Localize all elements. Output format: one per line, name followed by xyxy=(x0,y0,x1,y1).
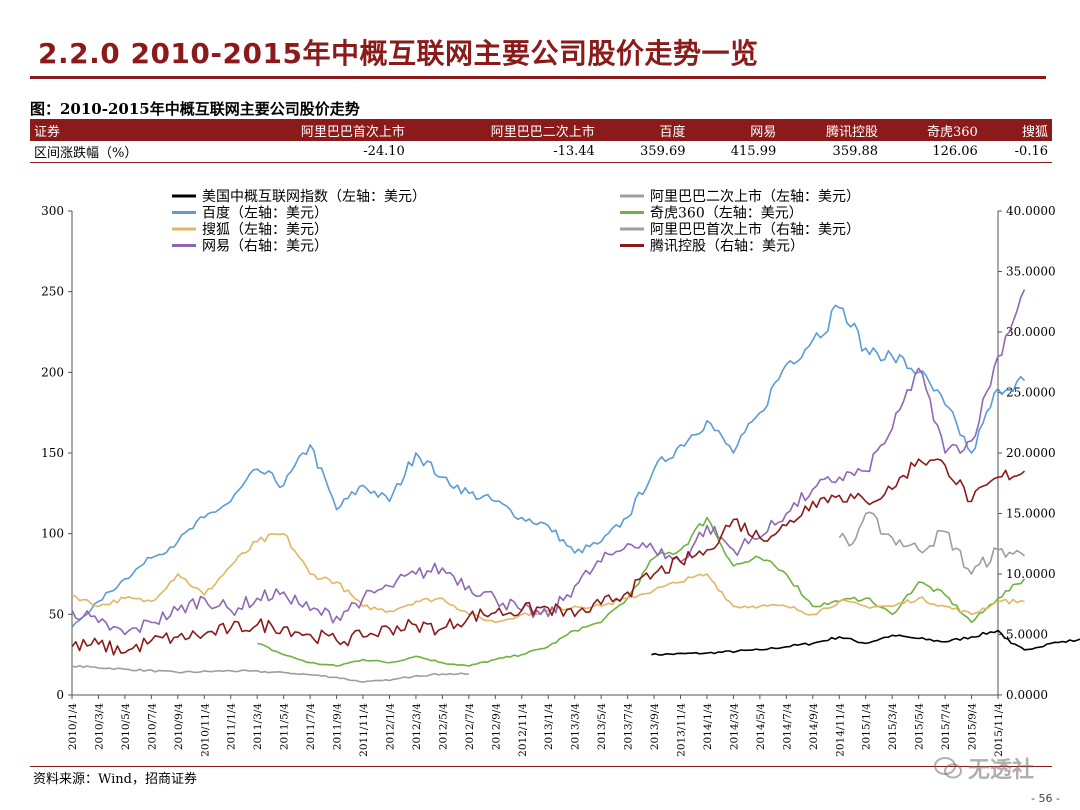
x-tick-label: 2012/7/4 xyxy=(464,703,476,750)
table-header-cell: 阿里巴巴首次上市 xyxy=(218,119,409,141)
y-right-tick-label: 35.0000 xyxy=(1006,265,1056,279)
y-right-tick-label: 20.0000 xyxy=(1006,446,1056,460)
table-cell: 区间涨跌幅（%） xyxy=(30,141,219,163)
y-left-tick-label: 300 xyxy=(41,204,64,218)
legend-label: 搜狐（左轴：美元） xyxy=(202,222,328,238)
slide-title: 2.2.0 2010-2015年中概互联网主要公司股价走势一览 xyxy=(38,37,759,70)
series-line xyxy=(71,532,1025,624)
legend-label: 腾讯控股（右轴：美元） xyxy=(650,238,804,255)
table-header-cell: 百度 xyxy=(598,119,690,141)
x-tick-label: 2015/5/4 xyxy=(914,703,926,750)
x-tick-label: 2014/5/4 xyxy=(755,703,767,750)
table-header-cell: 搜狐 xyxy=(981,119,1052,141)
table-header-cell: 证券 xyxy=(30,119,219,141)
legend-label: 美国中概互联网指数（左轴：美元） xyxy=(202,189,426,205)
x-tick-label: 2015/11/4 xyxy=(993,703,1005,757)
table-header-row: 证券 阿里巴巴首次上市 阿里巴巴二次上市 百度 网易 腾讯控股 奇虎360 搜狐 xyxy=(30,119,1052,141)
legend-label: 阿里巴巴二次上市（左轴：美元） xyxy=(650,188,860,205)
x-tick-label: 2014/9/4 xyxy=(808,703,820,750)
x-tick-label: 2013/7/4 xyxy=(623,703,635,750)
legend-label: 阿里巴巴首次上市（右轴：美元） xyxy=(650,221,860,238)
table-cell: -24.10 xyxy=(218,141,409,163)
x-tick-label: 2011/7/4 xyxy=(305,703,317,750)
table-header-cell: 阿里巴巴二次上市 xyxy=(408,119,599,141)
source-divider xyxy=(30,766,1052,767)
legend-label: 百度（左轴：美元） xyxy=(202,206,328,222)
table-cell: -0.16 xyxy=(981,141,1052,163)
legend-label: 奇虎360（左轴：美元） xyxy=(650,205,803,222)
x-tick-label: 2010/1/4 xyxy=(67,703,79,750)
watermark-text: 无透社 xyxy=(968,758,1035,783)
x-tick-label: 2011/11/4 xyxy=(358,703,370,757)
table-cell: 126.06 xyxy=(882,141,982,163)
x-tick-label: 2014/3/4 xyxy=(728,703,740,750)
y-left-tick-label: 50 xyxy=(49,607,64,621)
y-left-tick-label: 150 xyxy=(41,446,64,460)
x-tick-label: 2013/3/4 xyxy=(570,703,582,750)
y-right-tick-label: 10.0000 xyxy=(1006,567,1056,581)
x-tick-label: 2012/9/4 xyxy=(490,703,502,750)
x-tick-label: 2014/7/4 xyxy=(781,703,793,750)
figure-caption: 图：2010-2015年中概互联网主要公司股价走势 xyxy=(30,100,360,118)
y-right-tick-label: 40.0000 xyxy=(1006,204,1056,218)
y-right-tick-label: 0.0000 xyxy=(1006,688,1048,702)
x-tick-label: 2010/3/4 xyxy=(93,703,105,750)
y-left-tick-label: 250 xyxy=(41,285,64,299)
y-right-tick-label: 5.0000 xyxy=(1006,628,1048,642)
series-line xyxy=(838,511,1026,575)
source-note: 资料来源：Wind，招商证券 xyxy=(33,772,197,787)
y-right-tick-label: 25.0000 xyxy=(1006,386,1056,400)
x-tick-label: 2012/3/4 xyxy=(411,703,423,750)
series-line xyxy=(71,664,469,683)
table-cell: 359.88 xyxy=(780,141,883,163)
x-tick-label: 2010/9/4 xyxy=(173,703,185,750)
x-tick-label: 2010/11/4 xyxy=(199,703,211,757)
x-tick-label: 2011/3/4 xyxy=(252,703,264,750)
x-tick-label: 2011/9/4 xyxy=(332,703,344,750)
x-tick-label: 2011/1/4 xyxy=(226,703,238,750)
x-tick-label: 2013/11/4 xyxy=(676,703,688,757)
x-tick-label: 2010/5/4 xyxy=(120,703,132,750)
wechat-icon xyxy=(934,757,962,779)
table-row: 区间涨跌幅（%） -24.10 -13.44 359.69 415.99 359… xyxy=(30,141,1052,163)
x-tick-label: 2013/5/4 xyxy=(596,703,608,750)
x-tick-label: 2015/7/4 xyxy=(940,703,952,750)
y-left-tick-label: 200 xyxy=(41,365,64,379)
y-left-tick-label: 100 xyxy=(41,527,64,541)
series-line xyxy=(71,289,1026,636)
page-number: - 56 - xyxy=(1031,792,1060,805)
series-line xyxy=(651,629,1080,656)
performance-table: 证券 阿里巴巴首次上市 阿里巴巴二次上市 百度 网易 腾讯控股 奇虎360 搜狐… xyxy=(30,119,1052,163)
x-tick-label: 2013/1/4 xyxy=(543,703,555,750)
title-divider xyxy=(30,76,1046,79)
series-line xyxy=(71,458,1026,656)
y-right-tick-label: 30.0000 xyxy=(1006,325,1056,339)
table-header-cell: 腾讯控股 xyxy=(780,119,883,141)
table-header-cell: 奇虎360 xyxy=(882,119,982,141)
table-cell: -13.44 xyxy=(408,141,599,163)
x-tick-label: 2014/11/4 xyxy=(834,703,846,757)
table-cell: 415.99 xyxy=(689,141,781,163)
x-tick-label: 2015/1/4 xyxy=(861,703,873,750)
y-left-tick-label: 0 xyxy=(56,688,64,702)
x-tick-label: 2014/1/4 xyxy=(702,703,714,750)
x-tick-label: 2015/3/4 xyxy=(887,703,899,750)
table-header-cell: 网易 xyxy=(689,119,781,141)
x-tick-label: 2011/5/4 xyxy=(279,703,291,750)
x-tick-label: 2012/5/4 xyxy=(437,703,449,750)
x-tick-label: 2015/9/4 xyxy=(967,703,979,750)
table-cell: 359.69 xyxy=(598,141,690,163)
x-tick-label: 2012/1/4 xyxy=(384,703,396,750)
x-tick-label: 2013/9/4 xyxy=(649,703,661,750)
x-tick-label: 2010/7/4 xyxy=(146,703,158,750)
y-right-tick-label: 15.0000 xyxy=(1006,507,1056,521)
series-line xyxy=(71,304,1026,628)
watermark: 无透社 xyxy=(934,752,1034,784)
legend-label: 网易（右轴：美元） xyxy=(202,239,328,255)
x-tick-label: 2012/11/4 xyxy=(517,703,529,757)
